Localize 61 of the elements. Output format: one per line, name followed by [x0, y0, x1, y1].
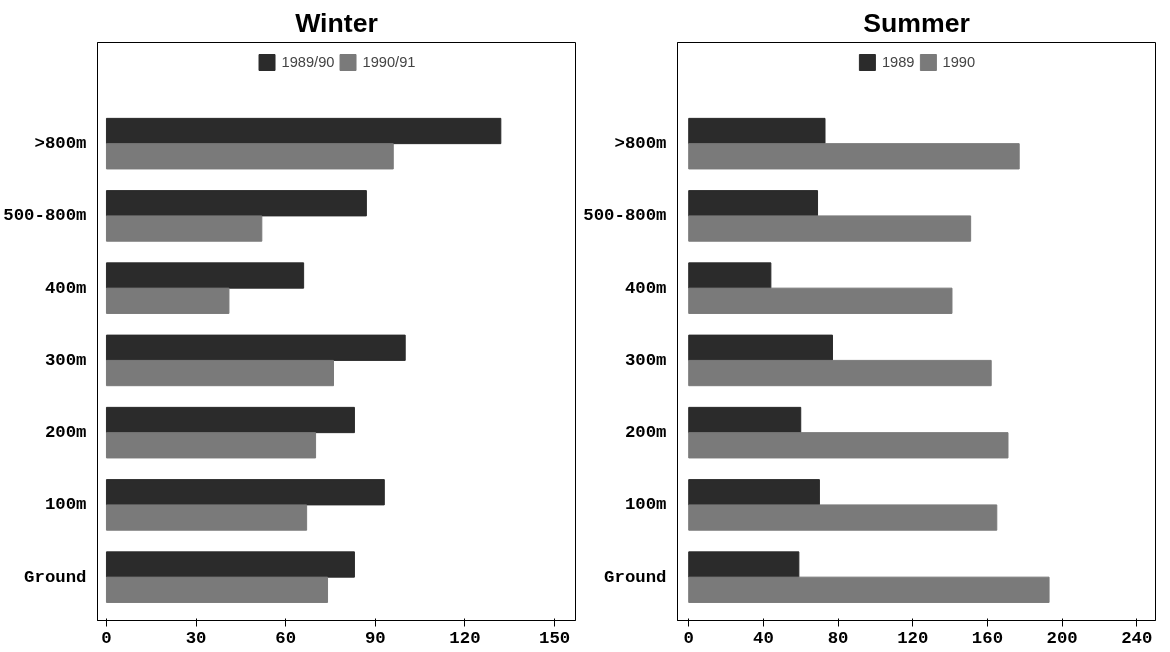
bar: [105, 479, 385, 506]
bar: [688, 479, 820, 506]
bar: [688, 262, 772, 289]
x-tick-label: 240: [1121, 628, 1153, 648]
x-tick-label: 200: [1046, 628, 1078, 648]
y-tick-label: 100m: [44, 495, 87, 515]
bar: [105, 504, 308, 531]
chart-title: Summer: [863, 7, 970, 38]
y-tick-label: >800m: [614, 134, 667, 154]
x-tick-label: 30: [185, 628, 207, 648]
x-tick-label: 60: [275, 628, 297, 648]
y-tick-label: 400m: [624, 278, 667, 298]
bar: [688, 143, 1020, 170]
x-tick-label: 0: [101, 628, 112, 648]
y-tick-label: Ground: [604, 567, 667, 587]
x-tick-label: 90: [364, 628, 386, 648]
bar: [105, 406, 355, 434]
x-tick-label: 80: [827, 628, 849, 648]
bar: [688, 334, 833, 361]
y-tick-label: 300m: [624, 350, 667, 370]
bar: [688, 406, 802, 434]
chart-title: Winter: [295, 7, 378, 38]
bar: [105, 117, 502, 145]
bar: [105, 359, 335, 387]
bar: [688, 215, 972, 242]
y-tick-label: Ground: [24, 567, 87, 587]
bar: [105, 287, 230, 314]
y-tick-label: >800m: [34, 134, 87, 154]
bar: [688, 504, 998, 531]
bar: [105, 334, 406, 361]
bar: [105, 190, 367, 217]
x-tick-label: 150: [538, 628, 571, 648]
y-tick-label: 100m: [624, 495, 667, 515]
bar: [688, 190, 819, 217]
bar: [688, 576, 1050, 603]
bar: [688, 551, 800, 578]
y-tick-label: 300m: [44, 350, 87, 370]
x-tick-label: 160: [971, 628, 1004, 648]
y-tick-label: 500-800m: [583, 206, 667, 226]
x-tick-label: 0: [683, 628, 694, 648]
x-tick-label: 120: [449, 628, 481, 648]
bar: [688, 117, 826, 145]
bar: [688, 432, 1009, 459]
y-tick-label: 400m: [44, 278, 87, 298]
bar: [105, 215, 263, 242]
legend-label: 1989/90: [281, 54, 335, 70]
bar: [105, 576, 329, 603]
y-tick-label: 200m: [44, 423, 87, 443]
y-tick-label: 500-800m: [3, 206, 87, 226]
legend-label: 1990: [942, 54, 976, 70]
x-tick-label: 40: [752, 628, 774, 648]
bar: [688, 287, 953, 314]
x-tick-label: 120: [897, 628, 929, 648]
bar: [105, 262, 305, 289]
bar: [105, 432, 317, 459]
bar: [688, 359, 992, 387]
legend-label: 1990/91: [362, 54, 416, 70]
bar: [105, 551, 355, 578]
y-tick-label: 200m: [624, 423, 667, 443]
bar: [105, 143, 394, 170]
legend-label: 1989: [881, 54, 915, 70]
